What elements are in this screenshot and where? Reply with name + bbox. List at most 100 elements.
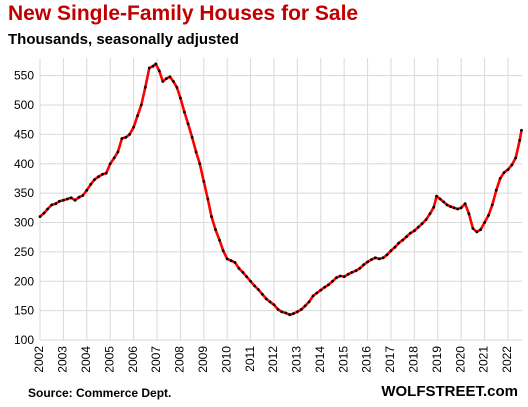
data-point [487, 214, 490, 217]
y-tick-label: 300 [14, 216, 34, 230]
marker-layer [38, 62, 523, 317]
data-point [73, 198, 77, 202]
data-point [108, 162, 112, 166]
data-point [183, 110, 186, 114]
data-point [154, 62, 158, 66]
data-point [413, 229, 416, 233]
data-point [405, 235, 408, 239]
data-point [494, 188, 498, 192]
x-tick-label: 2007 [149, 346, 163, 373]
y-tick-label: 550 [14, 69, 34, 83]
data-point [253, 284, 256, 288]
data-point [518, 138, 522, 142]
data-point [358, 266, 362, 270]
data-point [381, 256, 385, 260]
data-point [233, 261, 237, 264]
data-point [445, 203, 449, 207]
x-tick-label: 2002 [32, 346, 46, 373]
data-point [101, 172, 104, 176]
data-point [510, 163, 514, 167]
data-point [467, 212, 471, 216]
data-point [319, 288, 323, 292]
data-point [373, 256, 377, 260]
data-point [350, 271, 354, 274]
data-point [280, 310, 284, 314]
data-point [168, 75, 172, 79]
data-point [276, 308, 280, 311]
y-tick-label: 100 [14, 333, 34, 347]
data-point [520, 128, 523, 132]
data-point [432, 205, 436, 209]
y-axis-ticks: 100 150 200 250 300 350 400 450 500 550 [14, 69, 34, 347]
x-tick-label: 2003 [56, 346, 70, 373]
data-point [397, 241, 401, 245]
x-tick-label: 2018 [407, 346, 421, 373]
data-point [175, 86, 179, 89]
x-tick-label: 2006 [126, 346, 140, 373]
data-point [124, 135, 128, 139]
data-point [157, 69, 161, 73]
x-axis-ticks: 2002 2003 2004 2005 2006 2007 2008 2009 2010 2011… [32, 346, 514, 373]
series-line [39, 62, 523, 317]
data-point [272, 303, 276, 307]
data-point [218, 238, 221, 242]
data-point [198, 162, 202, 166]
data-point [296, 310, 299, 314]
x-tick-label: 2009 [196, 346, 210, 373]
x-tick-label: 2022 [500, 346, 514, 373]
data-point [62, 198, 65, 202]
data-point [225, 257, 229, 261]
data-point [241, 271, 245, 274]
x-tick-label: 2008 [173, 346, 187, 373]
data-point [58, 199, 61, 203]
data-point [370, 258, 373, 261]
data-point [132, 125, 136, 129]
data-point [292, 312, 295, 315]
data-point [151, 64, 155, 68]
data-point [479, 228, 482, 232]
data-point [85, 188, 89, 192]
data-point [456, 207, 460, 211]
data-point [475, 230, 479, 234]
y-tick-label: 250 [14, 245, 34, 259]
x-tick-label: 2017 [383, 346, 397, 373]
data-point [459, 206, 463, 210]
data-point [128, 133, 132, 136]
data-point [514, 156, 518, 160]
data-point [393, 245, 397, 249]
data-point [506, 168, 510, 172]
data-point [147, 66, 151, 70]
data-point [77, 195, 81, 199]
data-point [229, 259, 233, 263]
data-point [338, 274, 342, 278]
data-point [409, 231, 412, 235]
data-point [435, 194, 438, 198]
data-point [136, 114, 140, 117]
y-tick-label: 450 [14, 127, 34, 141]
data-point [449, 205, 452, 209]
data-point [498, 177, 502, 180]
data-point [311, 294, 315, 298]
y-tick-label: 200 [14, 274, 34, 288]
data-point [214, 228, 217, 232]
data-point [385, 253, 389, 257]
data-point [46, 207, 50, 211]
data-point [202, 180, 206, 183]
data-point [452, 206, 456, 210]
data-point [331, 279, 334, 283]
data-point [66, 197, 69, 201]
data-point [206, 197, 210, 201]
data-point [143, 86, 147, 89]
y-tick-label: 150 [14, 304, 34, 318]
x-tick-label: 2013 [290, 346, 304, 373]
data-point [69, 196, 73, 200]
data-point [50, 203, 54, 207]
data-point [264, 297, 268, 301]
data-point [38, 215, 42, 219]
y-tick-label: 500 [14, 98, 34, 112]
data-point [97, 175, 100, 179]
data-point [490, 203, 494, 207]
data-point [327, 283, 330, 287]
data-point [323, 285, 327, 289]
